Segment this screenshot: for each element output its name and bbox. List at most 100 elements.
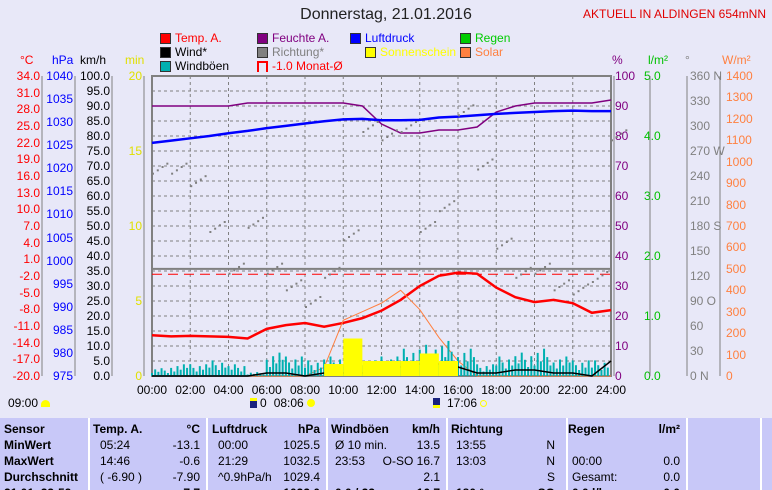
x-tick-label: 08:00: [289, 383, 321, 397]
axis-tick-direction: 30: [690, 344, 704, 358]
table-cell-g_val: 16.7: [417, 486, 440, 490]
divider: [326, 418, 328, 490]
x-tick-label: 02:00: [175, 383, 206, 397]
table-cell-g_time: Ø 10 min.: [335, 438, 388, 452]
table-cell-g_time: 0.0 / 23: [335, 486, 375, 490]
direction-point: [615, 136, 618, 138]
table-cell-d_val: N: [546, 454, 555, 468]
axis-tick-direction: 360 N: [690, 69, 723, 83]
axis-tick-solar: 500: [726, 261, 747, 276]
axis-tick-pressure: 1020: [46, 161, 73, 176]
table-header-dir: Richtung: [451, 422, 503, 436]
direction-point: [467, 107, 470, 110]
direction-point: [247, 226, 250, 229]
direction-point: [472, 104, 475, 107]
axis-tick-direction: 270 W: [690, 144, 725, 158]
axis-tick-humidity: 50: [615, 219, 629, 233]
x-tick-label: 00:00: [136, 383, 168, 397]
divider: [88, 418, 90, 490]
direction-point: [362, 131, 365, 133]
table-cell-r_time: 0.0 l/h: [572, 486, 606, 490]
table-cell-g_val: 13.5: [416, 438, 440, 452]
axis-tick-humidity: 90: [615, 99, 629, 113]
direction-point: [228, 272, 231, 275]
axis-tick-solar: 1300: [726, 90, 753, 105]
axis-tick-humidity: 40: [615, 249, 629, 263]
sunshine-bar: [362, 361, 382, 376]
table-cell-d_time: 180 °: [456, 486, 484, 490]
x-tick-label: 06:00: [251, 383, 282, 397]
direction-point: [414, 121, 417, 123]
divider: [566, 418, 568, 490]
divider: [760, 418, 762, 490]
table-header-gust: Windböen: [331, 422, 389, 436]
table-cell-label: Durchschnitt: [4, 470, 79, 484]
axis-tick-solar: 1100: [726, 133, 752, 148]
direction-point: [209, 231, 212, 233]
sunshine-bar: [324, 364, 344, 376]
axis-tick-sun: 5: [135, 294, 142, 308]
axis-tick-rain: 5.0: [644, 69, 661, 83]
table-cell-label: 21.01. 23:59: [4, 486, 71, 490]
sun-icon: [41, 399, 51, 407]
location-label: AKTUELL IN ALDINGEN 654mNN: [583, 7, 766, 21]
legend-swatch: [160, 46, 171, 58]
axis-tick-solar: 0: [726, 369, 733, 383]
direction-point: [343, 239, 346, 242]
axis-tick-solar: 400: [726, 283, 747, 298]
axis-tick-wind: 20.0: [86, 309, 110, 323]
direction-point: [443, 206, 446, 209]
table-cell-r_val: 0.0: [663, 454, 680, 468]
legend-item: Wind*: [160, 45, 207, 59]
direction-point: [520, 273, 523, 276]
axis-tick-wind: 35.0: [86, 264, 110, 278]
axis-tick-wind: 45.0: [86, 234, 110, 248]
axis-tick-sun: 20: [128, 69, 142, 83]
axis-tick-direction: 90 O: [690, 294, 717, 308]
direction-point: [424, 227, 427, 230]
divider: [206, 418, 208, 490]
axis-tick-solar: 900: [726, 176, 747, 191]
table-cell-g_val: O-SO 16.7: [382, 454, 440, 468]
legend-swatch: [257, 60, 268, 72]
axis-tick-wind: 75.0: [86, 144, 110, 158]
direction-point: [357, 229, 360, 232]
direction-point: [261, 216, 264, 219]
direction-point: [429, 224, 432, 227]
axis-tick-wind: 90.0: [86, 99, 110, 113]
table-cell-r_val: 0.0: [663, 486, 680, 490]
divider: [686, 418, 688, 490]
legend-label: Regen: [475, 31, 511, 45]
direction-point: [190, 185, 193, 188]
direction-point: [400, 131, 403, 133]
legend-label: Windböen: [175, 59, 230, 73]
axis-tick-temp: -14.0: [12, 335, 40, 350]
axis-tick-humidity: 30: [615, 279, 629, 293]
table-cell-t_val: -7.90: [172, 470, 200, 484]
legend-swatch: [365, 46, 376, 58]
table-cell-p_val: 1029.4: [283, 470, 320, 484]
axis-tick-rain: 4.0: [644, 129, 661, 143]
direction-point: [558, 286, 561, 288]
direction-point: [491, 158, 494, 161]
table-cell-r_time: Gesamt:: [572, 470, 618, 484]
direction-point: [223, 221, 226, 223]
axis-tick-humidity: 100: [615, 69, 636, 83]
axis-tick-direction: 120: [690, 269, 711, 283]
direction-point: [567, 279, 570, 282]
direction-point: [582, 286, 585, 289]
axis-tick-solar: 700: [726, 219, 747, 233]
axis-tick-wind: 0.0: [93, 369, 110, 383]
direction-point: [285, 289, 288, 292]
table-header-gust_unit: km/h: [411, 422, 440, 436]
legend-label: Richtung*: [272, 45, 325, 59]
axis-tick-humidity: 80: [615, 129, 629, 143]
direction-point: [410, 124, 413, 127]
table-header-rain: Regen: [568, 422, 605, 436]
direction-point: [553, 289, 556, 292]
table-cell-t_time: 05:24: [100, 438, 131, 452]
direction-point: [515, 276, 518, 279]
sunshine-bar: [438, 361, 458, 376]
direction-point: [371, 124, 374, 127]
table-cell-t_time: 14:46: [100, 454, 131, 468]
